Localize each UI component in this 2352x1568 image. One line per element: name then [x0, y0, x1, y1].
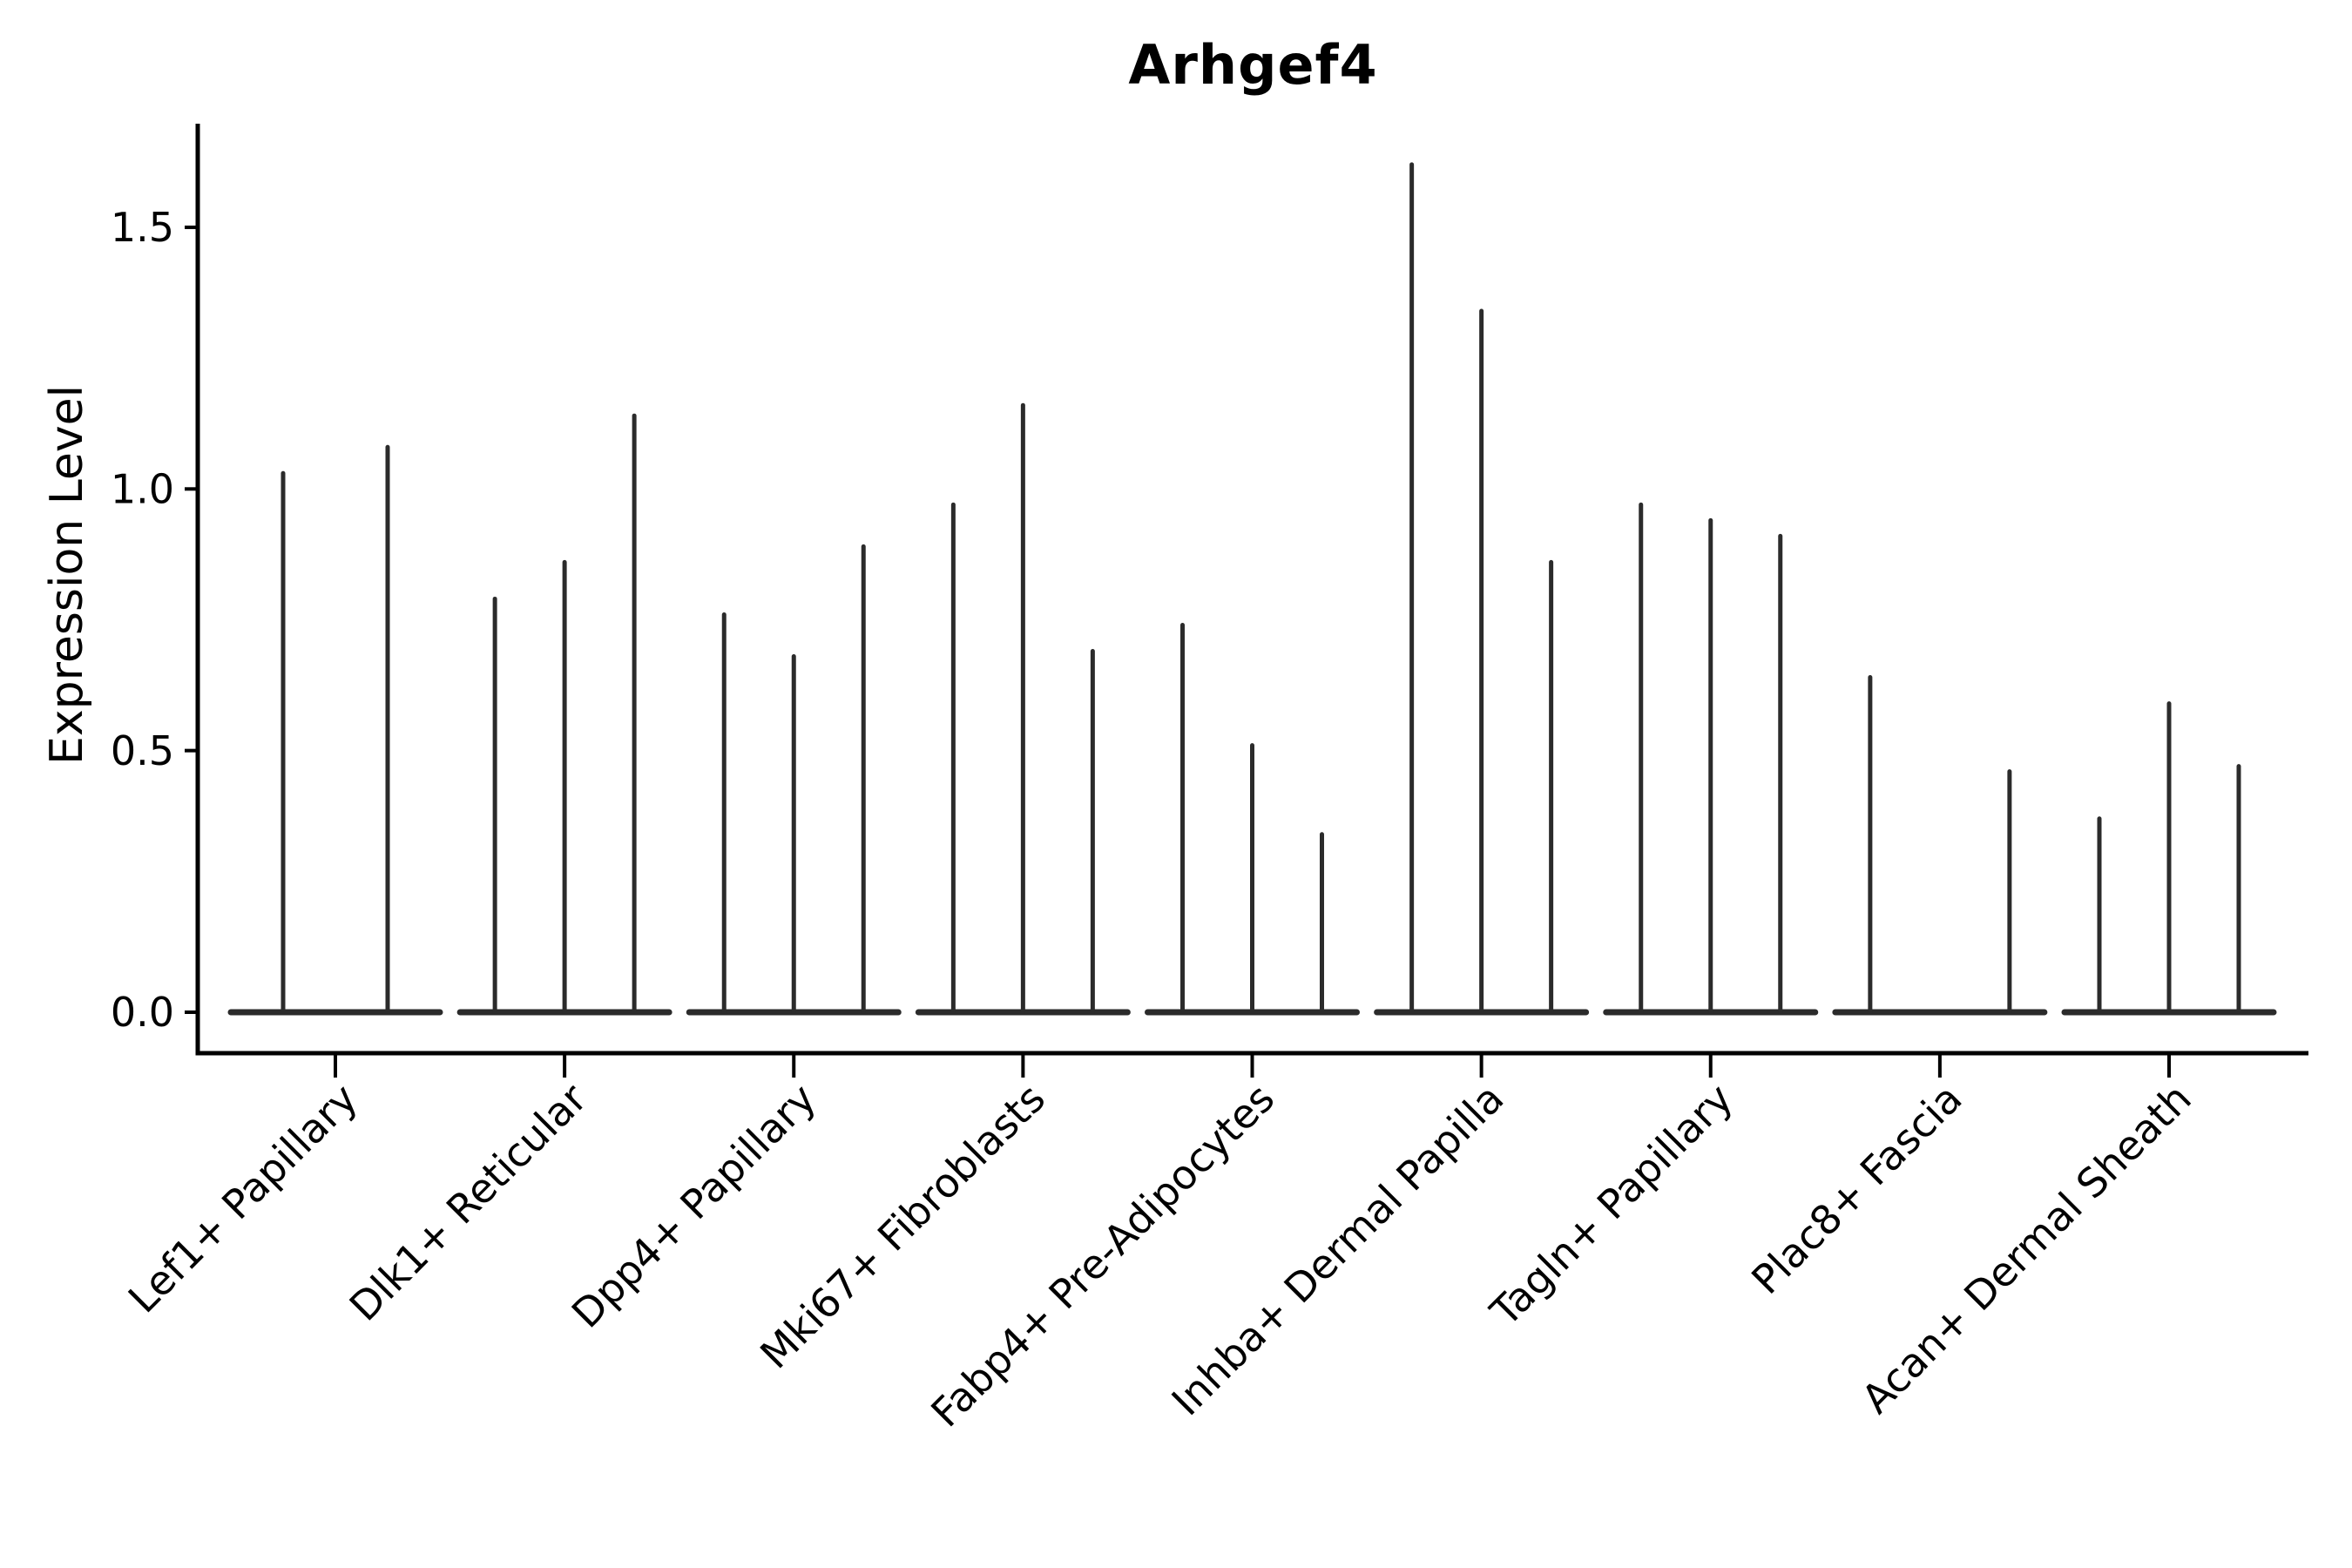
y-tick-label: 0.5 — [111, 727, 174, 774]
y-tick-label: 0.0 — [111, 989, 174, 1036]
y-tick-label: 1.0 — [111, 465, 174, 512]
x-tick-label: Dlk1+ Reticular — [341, 1075, 596, 1330]
x-tick-label: Plac8+ Fascia — [1742, 1075, 1970, 1303]
x-tick-label: Dpp4+ Papillary — [563, 1075, 825, 1337]
chart-title: Arhgef4 — [1128, 33, 1378, 97]
x-tick-label: Lef1+ Papillary — [119, 1075, 367, 1322]
y-tick-label: 1.5 — [111, 204, 174, 251]
x-tick-label: Tagln+ Papillary — [1481, 1075, 1742, 1336]
